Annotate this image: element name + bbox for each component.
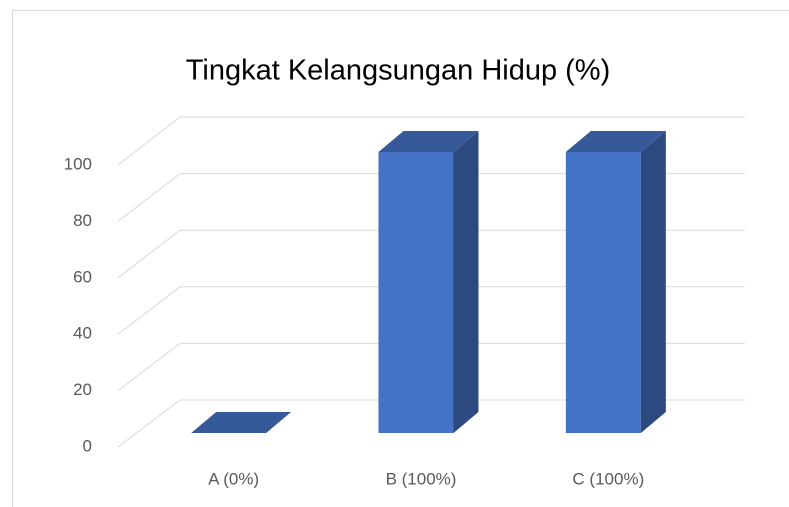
grid-line xyxy=(117,116,745,166)
bar-front xyxy=(565,152,641,433)
bar xyxy=(565,131,666,433)
y-tick-label: 0 xyxy=(83,436,92,455)
bar-top xyxy=(565,131,666,152)
bar xyxy=(378,131,479,433)
grid-line xyxy=(117,173,745,222)
chart-title: Tingkat Kelangsungan Hidup (%) xyxy=(186,55,611,87)
bar-side xyxy=(453,131,479,433)
bar-top xyxy=(378,131,479,152)
y-tick-label: 20 xyxy=(73,380,92,399)
x-tick-label: B (100%) xyxy=(386,469,457,488)
grid-line xyxy=(117,342,745,391)
bar-front xyxy=(378,152,454,433)
grid-line xyxy=(117,229,745,279)
y-tick-label: 40 xyxy=(73,324,92,343)
grid-line xyxy=(117,286,745,335)
y-tick-label: 100 xyxy=(64,154,92,173)
x-tick-label: C (100%) xyxy=(572,469,644,488)
y-tick-label: 80 xyxy=(73,211,92,230)
x-tick-label: A (0%) xyxy=(208,469,259,488)
bar-side xyxy=(640,131,666,433)
bar-top xyxy=(191,412,292,433)
grid-line xyxy=(117,399,745,448)
y-tick-label: 60 xyxy=(73,267,92,286)
bar xyxy=(191,412,292,433)
